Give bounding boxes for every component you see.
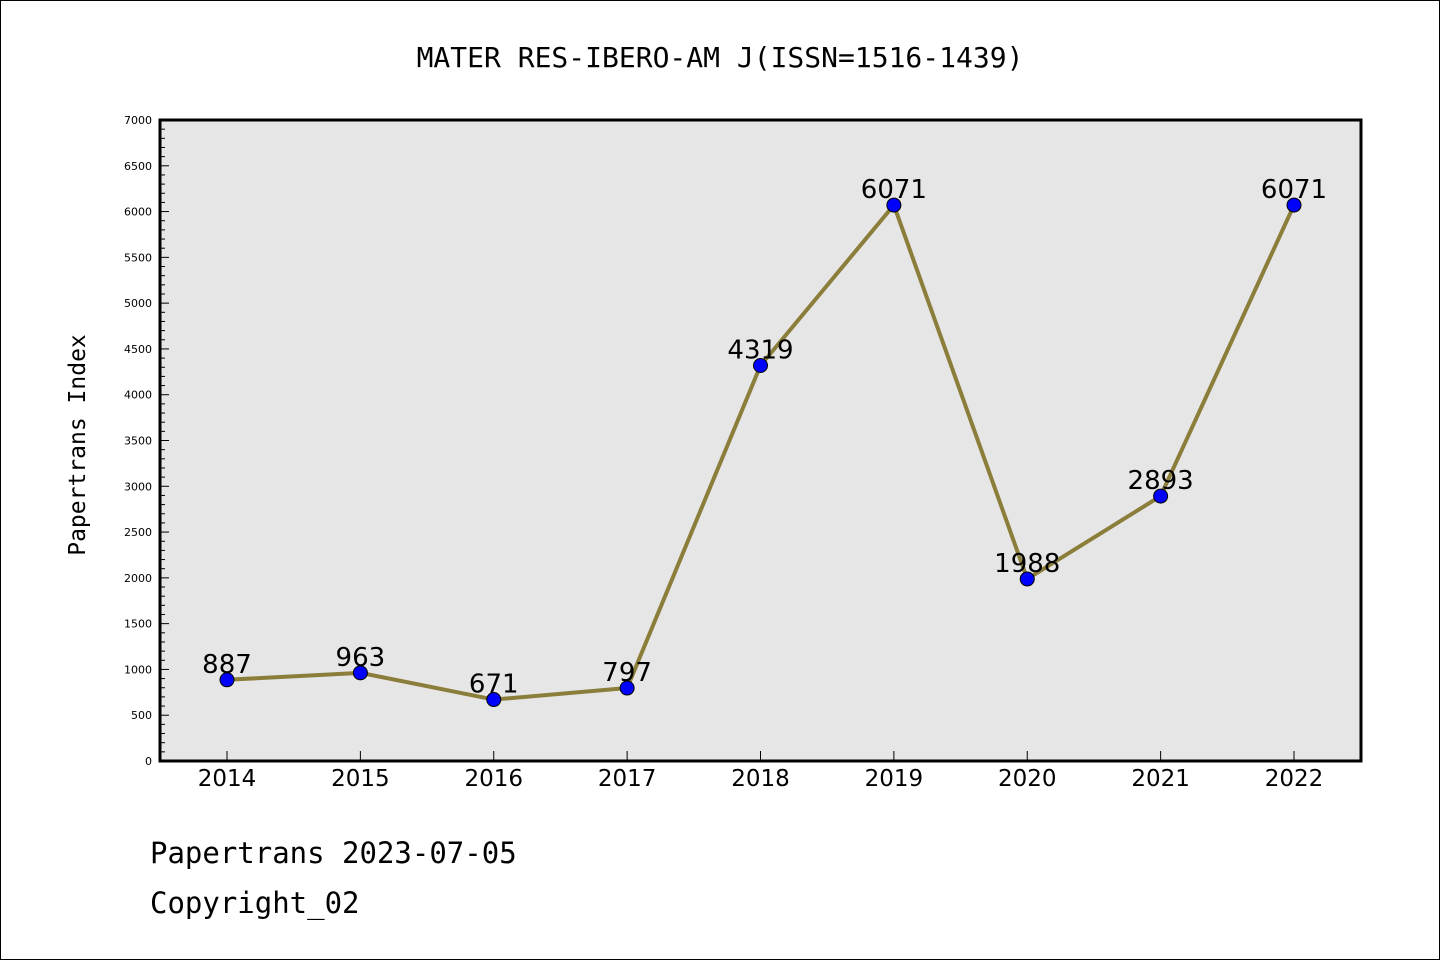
y-tick-label: 7000	[124, 114, 152, 127]
data-label: 887	[202, 650, 252, 680]
data-point	[1019, 571, 1035, 587]
data-label: 2893	[1128, 466, 1194, 496]
x-tick-label: 2015	[331, 766, 390, 792]
y-tick-label: 5500	[124, 251, 152, 264]
x-tick-label: 2020	[998, 766, 1057, 792]
footer-date-text: Papertrans 2023-07-05	[150, 836, 517, 870]
data-point	[619, 680, 635, 696]
y-tick-label: 6000	[124, 206, 152, 219]
y-tick-label: 3500	[124, 435, 152, 448]
y-tick-label: 6500	[124, 160, 152, 173]
y-tick-label: 4000	[124, 389, 152, 402]
x-tick-label: 2018	[731, 766, 790, 792]
data-point	[352, 665, 368, 681]
y-tick-label: 1500	[124, 618, 152, 631]
y-tick-label: 3000	[124, 480, 152, 493]
plot-area	[160, 120, 1361, 761]
x-tick-label: 2021	[1131, 766, 1190, 792]
y-tick-label: 5000	[124, 297, 152, 310]
y-tick-label: 0	[145, 755, 152, 768]
data-label: 1988	[994, 549, 1060, 579]
data-point	[886, 197, 902, 213]
data-label: 4319	[727, 336, 793, 366]
data-point	[486, 692, 502, 708]
y-tick-label: 4500	[124, 343, 152, 356]
data-labels-group: 887 963 671 797 4319 6071 1988 2893 6071	[202, 175, 1327, 699]
data-label: 6071	[861, 175, 927, 205]
data-label: 797	[602, 658, 652, 688]
data-label: 671	[469, 670, 519, 700]
data-point	[1286, 197, 1302, 213]
chart-title: MATER RES-IBERO-AM J(ISSN=1516-1439)	[417, 41, 1024, 74]
data-label: 963	[336, 643, 386, 673]
x-tick-label: 2014	[198, 766, 257, 792]
x-tick-label: 2017	[598, 766, 657, 792]
data-point	[219, 672, 235, 688]
data-label: 6071	[1261, 175, 1327, 205]
data-points-group	[219, 197, 1302, 708]
x-axis-ticks: 2014 2015 2016 2017 2018 2019 2020 2021 2022	[198, 751, 1324, 792]
y-tick-label: 2000	[124, 572, 152, 585]
y-axis-label: Papertrans Index	[65, 334, 91, 556]
data-point	[1153, 488, 1169, 504]
y-tick-label: 1000	[124, 663, 152, 676]
y-tick-label: 500	[131, 709, 152, 722]
x-tick-label: 2022	[1265, 766, 1324, 792]
x-tick-label: 2016	[464, 766, 523, 792]
x-tick-label: 2019	[865, 766, 924, 792]
y-tick-label: 2500	[124, 526, 152, 539]
footer-copyright-text: Copyright_02	[150, 886, 360, 920]
plot-border	[158, 118, 1363, 763]
data-point	[753, 358, 768, 374]
